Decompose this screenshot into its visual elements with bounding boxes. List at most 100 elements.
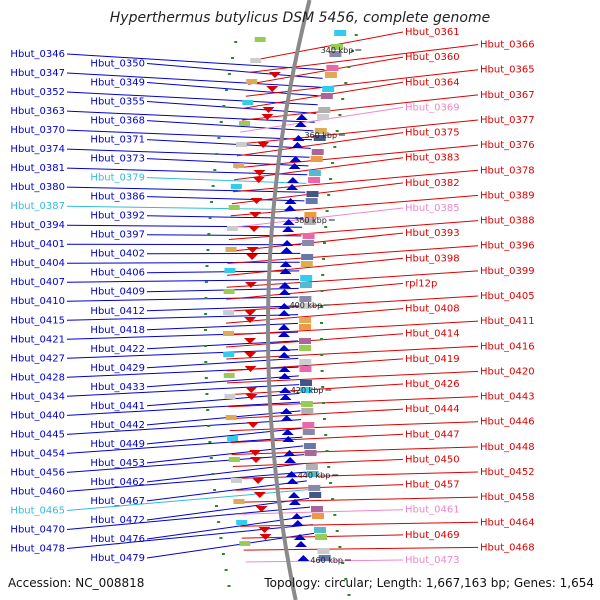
gene-label: Hbut_0458 (480, 492, 535, 503)
gene-label: Hbut_0399 (480, 266, 535, 277)
gene-label: Hbut_0411 (480, 316, 535, 327)
gene-label: Hbut_0429 (90, 363, 145, 374)
gene-label: Hbut_0427 (10, 353, 65, 364)
gc-dot (320, 322, 323, 324)
gc-dot (217, 137, 221, 139)
forward-gene-block (304, 450, 317, 456)
gc-dot (324, 226, 328, 228)
gc-dot (234, 41, 238, 43)
gene-label: Hbut_0376 (480, 140, 535, 151)
leader-line (226, 282, 404, 300)
gc-dot (219, 537, 223, 539)
gene-label: Hbut_0448 (480, 442, 535, 453)
leader-line (66, 506, 311, 530)
forward-gene-arrow (288, 492, 300, 498)
forward-gene-block (302, 422, 315, 428)
gene-label: Hbut_0421 (10, 334, 65, 345)
reverse-gene-block (239, 541, 251, 546)
gc-dot (344, 578, 348, 580)
leader-line (242, 94, 479, 121)
leader-line (66, 279, 300, 283)
map-title: Hyperthermus butylicus DSM 5456, complet… (109, 10, 491, 26)
gene-label: Hbut_0373 (90, 154, 145, 165)
forward-gene-block (300, 387, 313, 393)
gc-dot (209, 457, 213, 459)
forward-gene-arrow (282, 436, 295, 442)
gene-label: Hbut_0385 (405, 203, 460, 214)
leader-line (66, 349, 299, 359)
gene-label: Hbut_0386 (90, 192, 145, 203)
tick-label: 460 kbp (310, 556, 343, 565)
reverse-gene-block (228, 205, 240, 210)
gene-label: Hbut_0364 (405, 77, 460, 88)
gene-label: Hbut_0478 (10, 544, 65, 555)
reverse-gene-arrow (259, 534, 272, 540)
leader-line (146, 480, 307, 502)
gc-dot (341, 562, 345, 564)
reverse-gene-block (235, 142, 247, 147)
reverse-gene-block (231, 478, 242, 483)
leader-line (248, 56, 404, 85)
leader-line (227, 383, 404, 396)
gc-dot (320, 306, 324, 308)
forward-gene-arrow (295, 114, 308, 120)
gc-dot (219, 121, 223, 123)
gene-label: Hbut_0393 (405, 228, 460, 239)
gene-label: Hbut_0396 (480, 241, 535, 252)
reverse-gene-arrow (255, 506, 268, 512)
gene-label: Hbut_0381 (10, 163, 65, 174)
gc-dot (321, 274, 325, 276)
gene-label: Hbut_0440 (10, 410, 65, 421)
gene-label: Hbut_0462 (90, 477, 145, 488)
forward-gene-block (302, 233, 315, 239)
forward-gene-block (300, 401, 313, 407)
gc-dot (204, 361, 208, 363)
gc-dot (211, 185, 215, 187)
reverse-gene-arrow (244, 352, 257, 358)
forward-gene-arrow (278, 331, 290, 337)
gene-label: Hbut_0363 (10, 106, 65, 117)
forward-gene-arrow (278, 373, 291, 379)
leader-line (146, 120, 314, 132)
gene-label: Hbut_0366 (480, 40, 535, 51)
forward-gene-block (310, 156, 323, 162)
gene-label: Hbut_0416 (480, 341, 535, 352)
reverse-gene-block (224, 268, 236, 273)
leader-line (146, 139, 311, 149)
reverse-gene-arrow (244, 282, 257, 288)
gc-dot (204, 345, 208, 347)
forward-gene-block (299, 282, 312, 288)
leader-line (146, 287, 299, 293)
forward-gene-arrow (278, 324, 290, 330)
gc-dot (321, 386, 325, 388)
gc-dot (333, 514, 337, 516)
reverse-gene-block (223, 310, 235, 315)
gene-label: Hbut_0392 (90, 211, 145, 222)
forward-gene-arrow (278, 310, 291, 316)
reverse-gene-block (226, 226, 238, 231)
forward-gene-block (311, 506, 323, 512)
forward-gene-arrow (288, 163, 301, 169)
forward-gene-block (329, 51, 342, 57)
leader-line (146, 215, 303, 219)
reverse-gene-arrow (258, 527, 271, 533)
gc-dot (215, 153, 219, 155)
reverse-gene-block (230, 184, 242, 189)
tick-label: 360 kbp (304, 131, 337, 140)
gene-label: Hbut_0422 (90, 344, 145, 355)
gc-dot (208, 441, 212, 443)
leader-line (66, 205, 304, 211)
reverse-gene-block (225, 247, 237, 252)
leader-line (243, 546, 479, 551)
gene-label: Hbut_0453 (90, 458, 145, 469)
gene-label: Hbut_0367 (480, 90, 535, 101)
leader-line (252, 31, 404, 61)
gene-label: Hbut_0467 (90, 496, 145, 507)
forward-gene-block (330, 44, 343, 50)
leader-line (146, 357, 299, 369)
gene-label: Hbut_0397 (90, 230, 145, 241)
leader-line (66, 261, 300, 264)
gc-dot (227, 585, 231, 587)
gene-label: Hbut_0460 (10, 486, 65, 497)
gc-dot (323, 418, 326, 420)
